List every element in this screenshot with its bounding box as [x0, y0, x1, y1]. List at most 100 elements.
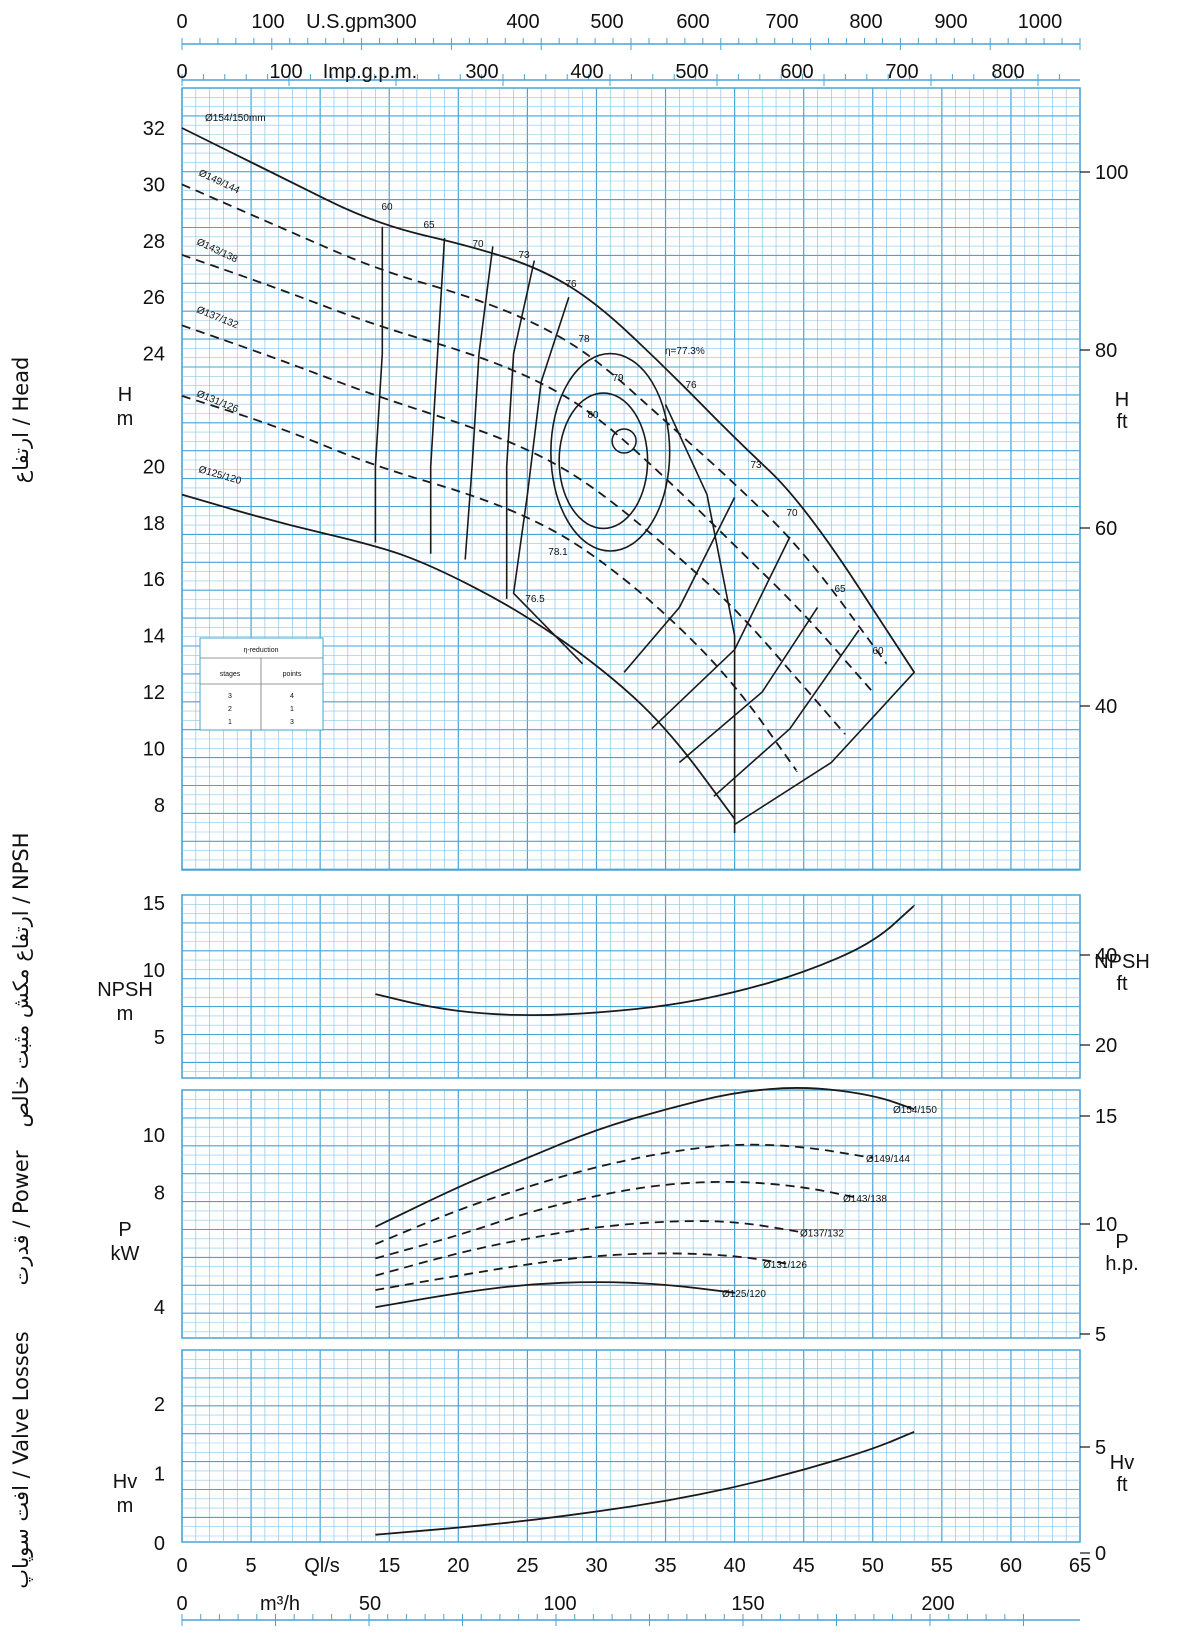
- efficiency-contour: [713, 629, 860, 797]
- power-series-149144: [375, 1143, 874, 1245]
- ls-tick-label: 65: [1069, 1555, 1091, 1577]
- efficiency-contour: [651, 536, 791, 730]
- head-right-unit-top: H: [1115, 389, 1129, 411]
- reduction-table-header: stages: [220, 671, 241, 678]
- reduction-table-cell: 1: [290, 706, 294, 713]
- valve_losses-right-tick: 5: [1095, 1437, 1106, 1459]
- efficiency-label: 73: [518, 250, 530, 261]
- usgpm-axis-label: U.S.gpm: [306, 11, 384, 33]
- valve_losses-left-unit-bottom: m: [117, 1495, 134, 1517]
- npsh-left-unit-bottom: m: [117, 1003, 134, 1025]
- efficiency-contour: [374, 226, 384, 543]
- efficiency-label: 73: [750, 460, 762, 471]
- reduction-table-cell: 4: [290, 693, 294, 700]
- reduction-table-cell: 3: [290, 719, 294, 726]
- power-diameter-label: Ø143/138: [843, 1194, 887, 1205]
- chart-curves: [181, 127, 916, 1536]
- imp-tick-label: 100: [269, 61, 302, 83]
- head-left-tick: 26: [143, 287, 165, 309]
- power-right-tick: 15: [1095, 1106, 1117, 1128]
- efficiency-label: 76.5: [525, 594, 545, 605]
- usgpm-tick-label: 1000: [1018, 11, 1063, 33]
- power-left-tick: 10: [143, 1125, 165, 1147]
- reduction-table-cell: 1: [228, 719, 232, 726]
- power-series-137132: [375, 1220, 805, 1277]
- ls-tick-label: 25: [516, 1555, 538, 1577]
- reduction-table-header: points: [283, 671, 302, 678]
- efficiency-island: [558, 392, 649, 530]
- head-left-tick: 16: [143, 569, 165, 591]
- power-series-143138: [375, 1180, 860, 1260]
- usgpm-tick-label: 500: [590, 11, 623, 33]
- power-diameter-label: Ø137/132: [800, 1229, 844, 1240]
- head-series-137132: [181, 324, 846, 735]
- npsh-right-tick: 40: [1095, 945, 1117, 967]
- npsh-right-tick: 20: [1095, 1035, 1117, 1057]
- efficiency-contour: [505, 260, 536, 599]
- valve_losses-left-unit-top: Hv: [113, 1471, 137, 1493]
- efficiency-label: 60: [872, 646, 884, 657]
- head-series-154150mm: [181, 127, 916, 674]
- head-right-unit-bottom: ft: [1116, 411, 1128, 433]
- efficiency-contour: [678, 606, 819, 764]
- head-left-tick: 28: [143, 231, 165, 253]
- usgpm-tick-label: 900: [934, 11, 967, 33]
- imp-tick-label: 600: [780, 61, 813, 83]
- usgpm-tick-label: 0: [176, 11, 187, 33]
- valve_losses-right-unit-bottom: ft: [1116, 1474, 1128, 1496]
- head-left-tick: 30: [143, 174, 165, 196]
- npsh-series-curve: [375, 904, 916, 1017]
- head-right-tick: 100: [1095, 162, 1128, 184]
- head-series-131126: [181, 395, 798, 772]
- npsh-right-unit-bottom: ft: [1116, 973, 1128, 995]
- head-left-unit-top: H: [118, 384, 132, 406]
- head-left-tick: 8: [154, 795, 165, 817]
- usgpm-tick-label: 700: [765, 11, 798, 33]
- power-right-unit-top: P: [1115, 1231, 1128, 1253]
- head-diameter-label: Ø154/150mm: [205, 113, 266, 124]
- power-diameter-label: Ø154/150: [893, 1105, 937, 1116]
- ls-axis-label: Ql/s: [304, 1555, 340, 1577]
- eta-best-label: η=77.3%: [665, 346, 705, 357]
- imp-tick-label: 500: [675, 61, 708, 83]
- imp-tick-label: 800: [991, 61, 1024, 83]
- head-series-125120: [181, 493, 736, 820]
- valve_losses-left-tick: 1: [154, 1464, 165, 1486]
- head-right-tick: 40: [1095, 696, 1117, 718]
- ls-tick-label: 5: [246, 1555, 257, 1577]
- valve_losses-side-label: افت سوپاپ / Valve Losses: [9, 1331, 33, 1588]
- imp-tick-label: 400: [570, 61, 603, 83]
- ls-tick-label: 45: [793, 1555, 815, 1577]
- efficiency-contour: [664, 404, 736, 833]
- power-left-tick: 4: [154, 1297, 165, 1319]
- head-left-tick: 10: [143, 738, 165, 760]
- valve_losses-left-tick: 2: [154, 1394, 165, 1416]
- usgpm-tick-label: 100: [251, 11, 284, 33]
- npsh-right-unit-top: NPSH: [1094, 951, 1150, 973]
- power-left-unit-top: P: [118, 1219, 131, 1241]
- power-diameter-label: Ø131/126: [763, 1260, 807, 1271]
- efficiency-label: 76: [565, 279, 577, 290]
- imp-tick-label: 0: [176, 61, 187, 83]
- power-right-tick: 10: [1095, 1214, 1117, 1236]
- reduction-table-cell: 2: [228, 706, 232, 713]
- efficiency-label: 79: [612, 373, 624, 384]
- efficiency-label: 78: [578, 334, 590, 345]
- ls-tick-label: 60: [1000, 1555, 1022, 1577]
- efficiency-contour: [464, 246, 494, 560]
- power-series-131126: [375, 1252, 791, 1291]
- npsh-left-tick: 15: [143, 893, 165, 915]
- usgpm-tick-label: 300: [383, 11, 416, 33]
- ls-tick-label: 35: [654, 1555, 676, 1577]
- m3h-tick-label: 100: [543, 1593, 576, 1615]
- npsh-left-unit-top: NPSH: [97, 979, 153, 1001]
- efficiency-label: 80: [587, 410, 599, 421]
- valve_losses-series-curve: [375, 1430, 915, 1536]
- efficiency-contour: [734, 671, 915, 826]
- valve_losses-right-tick: 0: [1095, 1543, 1106, 1565]
- head-left-tick: 24: [143, 344, 165, 366]
- head-left-tick: 18: [143, 513, 165, 535]
- efficiency-label: 78.1: [548, 547, 568, 558]
